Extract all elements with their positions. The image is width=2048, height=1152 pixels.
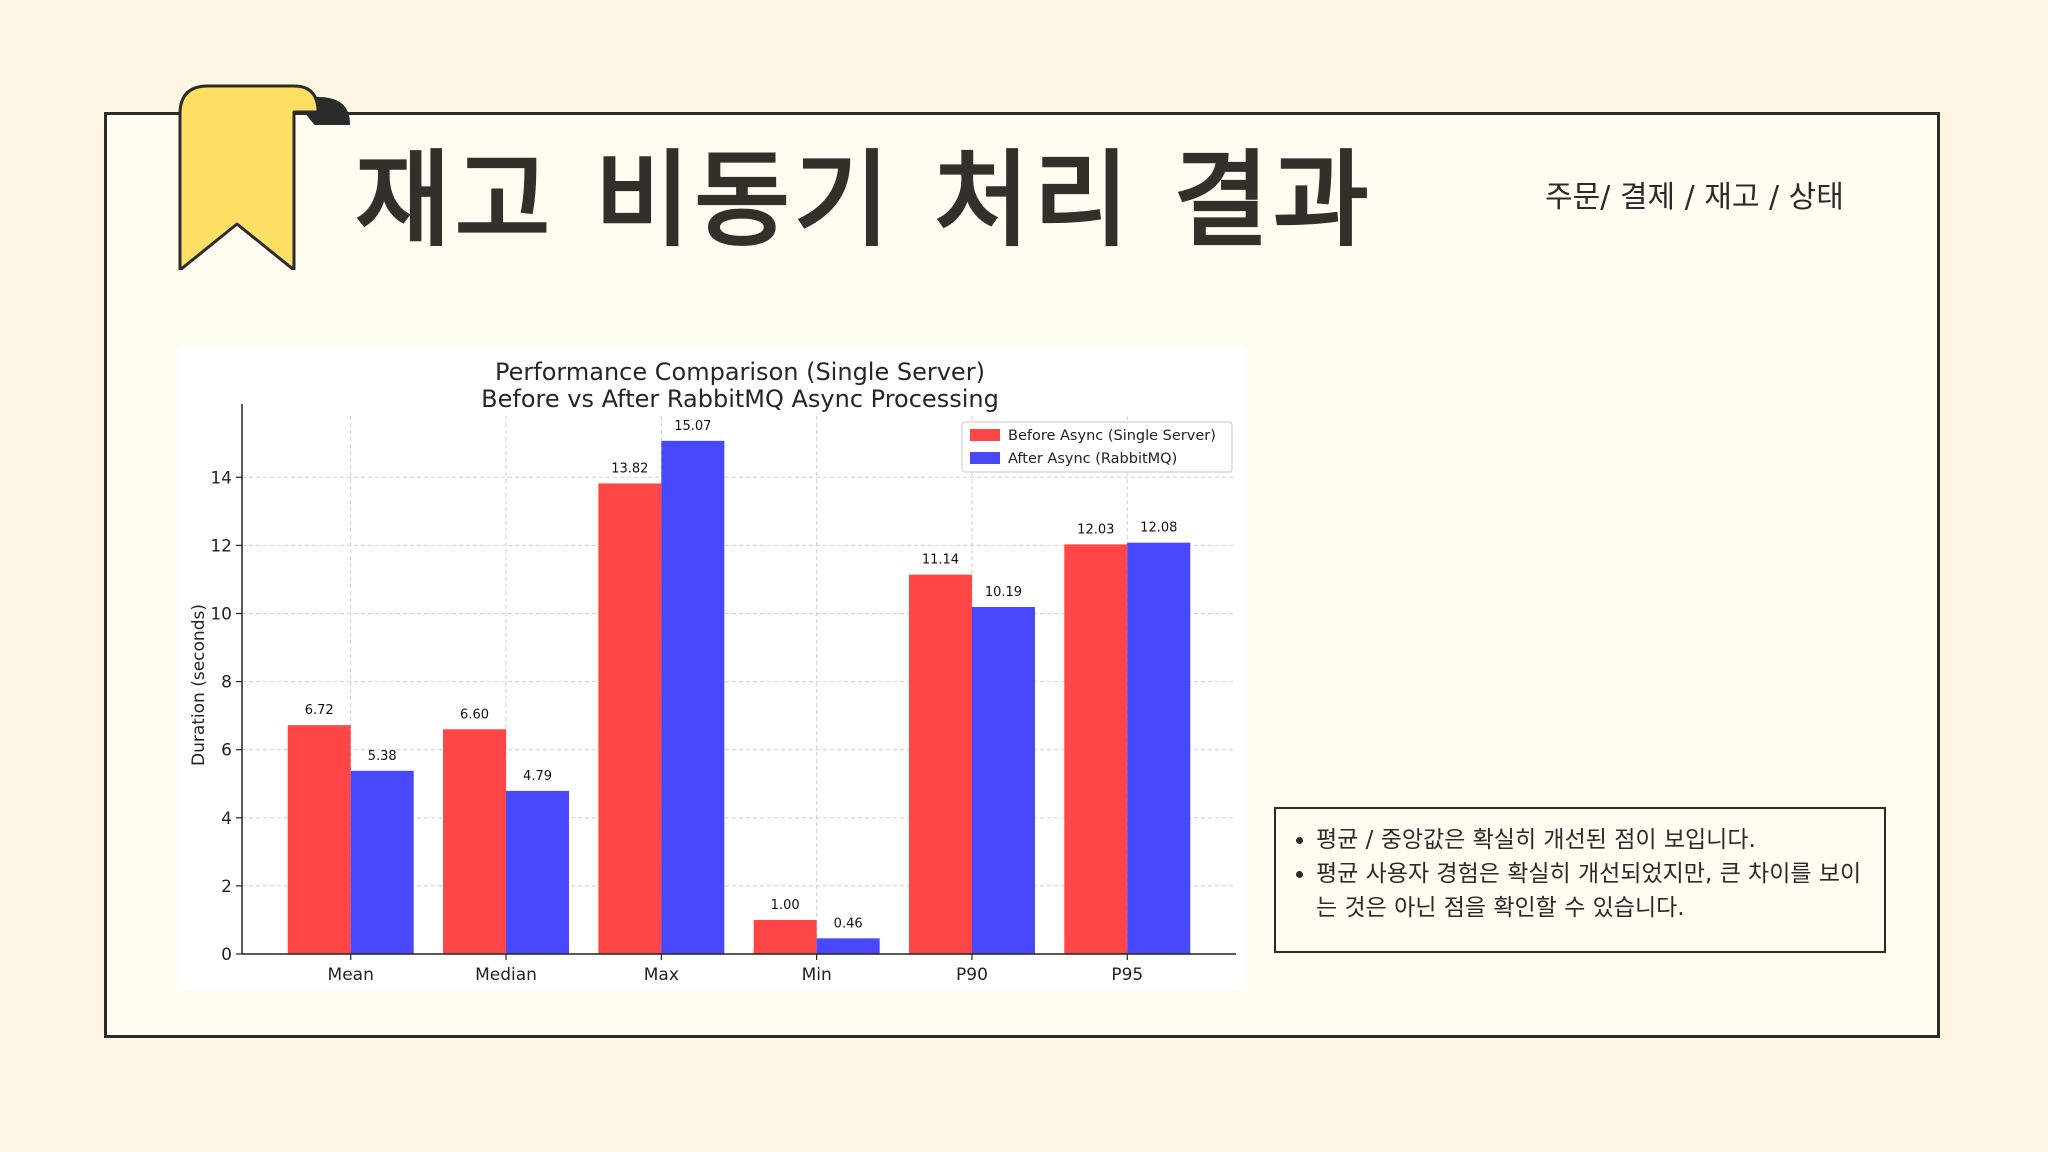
page-title: 재고 비동기 처리 결과 [355,139,1373,261]
legend-box [961,421,1233,473]
bar-value-label: 10.19 [985,585,1022,600]
note-item-1: 평균 / 중앙값은 확실히 개선된 점이 보입니다. [1316,823,1864,857]
bar-before-max [598,483,662,954]
bar-value-label: 6.60 [460,707,489,722]
bookmark-icon [178,84,351,270]
x-tick-label: Max [644,965,679,985]
x-tick-label: Min [802,965,832,985]
y-tick-label: 14 [210,468,232,488]
bar-before-median [443,729,507,954]
x-tick-label: P90 [956,965,988,985]
legend-label: Before Async (Single Server) [1008,428,1216,444]
y-tick-label: 8 [221,673,232,693]
bar-before-p90 [908,574,972,954]
bar-after-mean [350,770,414,954]
x-tick-label: Median [475,965,537,985]
notes-box: 평균 / 중앙값은 확실히 개선된 점이 보입니다. 평균 사용자 경험은 확실… [1274,807,1886,953]
y-tick-label: 6 [221,741,232,761]
chart-title-line-1: Performance Comparison (Single Server) [495,358,985,386]
bar-after-p95 [1127,542,1191,954]
bar-value-label: 15.07 [674,419,711,434]
bar-after-min [816,938,880,954]
x-tick-label: Mean [328,965,374,985]
y-tick-label: 4 [221,809,232,829]
bar-before-min [753,919,817,954]
y-axis-label: Duration (seconds) [189,604,209,766]
legend-label: After Async (RabbitMQ) [1008,451,1177,467]
bar-value-label: 4.79 [523,769,552,784]
bar-after-p90 [971,607,1035,954]
bar-after-median [506,790,570,954]
bar-value-label: 12.08 [1140,521,1177,536]
bar-after-max [661,440,725,955]
legend-swatch [970,452,1000,464]
legend-swatch [970,429,1000,441]
bar-value-label: 13.82 [611,461,648,476]
y-tick-label: 10 [210,604,232,624]
bar-before-mean [287,725,351,954]
y-tick-label: 12 [210,536,232,556]
page-subtitle: 주문/ 결제 / 재고 / 상태 [1545,180,1844,215]
y-tick-label: 0 [221,945,232,965]
x-tick-label: P95 [1111,965,1143,985]
note-item-2: 평균 사용자 경험은 확실히 개선되었지만, 큰 차이를 보이는 것은 아닌 점… [1316,857,1864,925]
chart: Performance Comparison (Single Server) Be… [178,348,1246,990]
chart-svg: Performance Comparison (Single Server)Be… [189,358,1236,985]
bar-value-label: 5.38 [368,749,397,764]
y-tick-label: 2 [221,877,232,897]
chart-title-line-2: Before vs After RabbitMQ Async Processin… [481,385,999,413]
bar-before-p95 [1064,544,1128,954]
bar-value-label: 11.14 [922,553,959,568]
bar-value-label: 0.46 [834,916,863,931]
bar-value-label: 1.00 [771,898,800,913]
bar-value-label: 6.72 [305,703,334,718]
bar-value-label: 12.03 [1077,522,1114,537]
